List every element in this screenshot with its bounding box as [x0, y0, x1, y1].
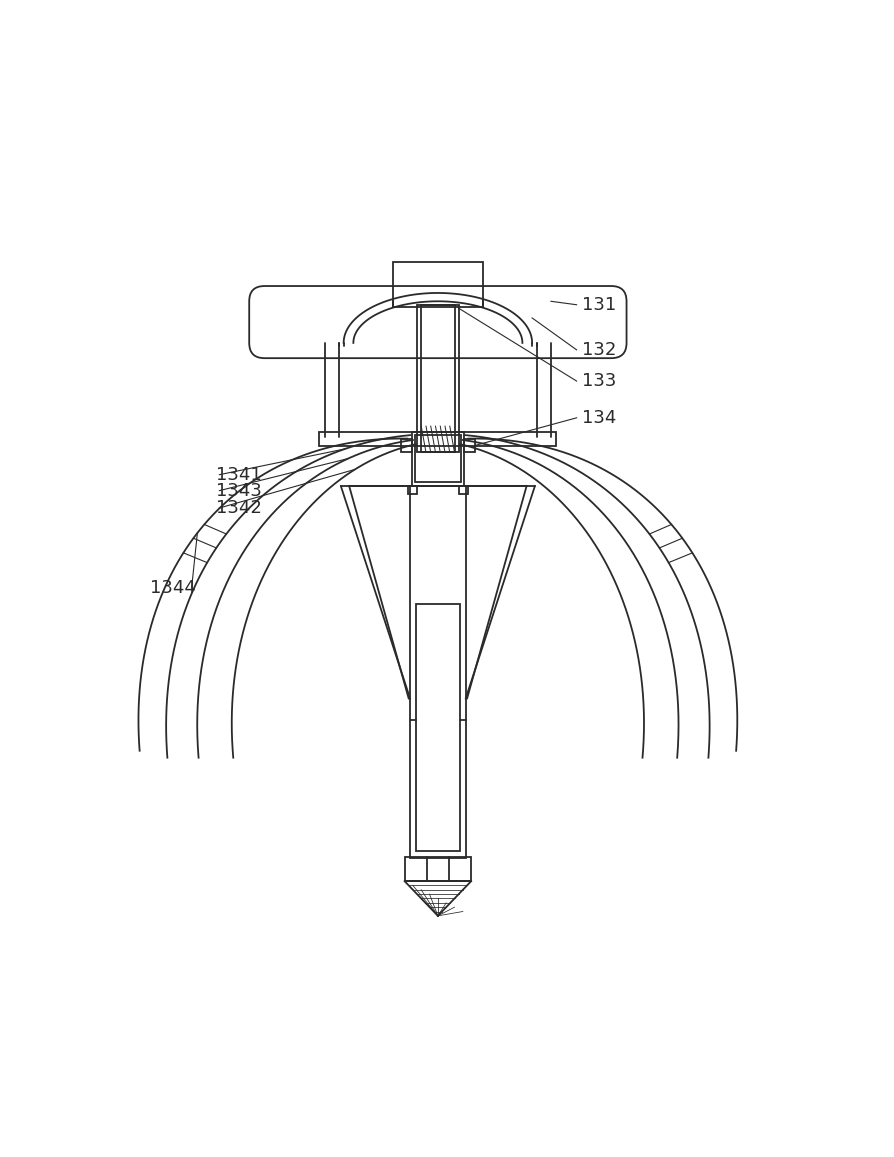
Text: 133: 133	[581, 373, 616, 390]
Text: 131: 131	[581, 296, 616, 314]
Bar	[392, 261, 483, 307]
Text: 132: 132	[581, 341, 616, 359]
Bar	[464, 439, 474, 452]
Bar	[415, 435, 460, 482]
Bar	[401, 439, 411, 452]
Bar	[417, 304, 458, 452]
Text: 1342: 1342	[215, 499, 262, 517]
Bar	[404, 857, 470, 882]
Text: 1341: 1341	[215, 465, 261, 484]
Bar	[415, 604, 460, 852]
Text: 134: 134	[581, 408, 616, 427]
Bar	[420, 304, 455, 452]
Bar	[411, 432, 464, 486]
Text: 1343: 1343	[215, 481, 262, 500]
Bar	[408, 486, 417, 494]
Bar	[319, 432, 556, 445]
Bar	[458, 486, 468, 494]
Text: 1344: 1344	[150, 578, 196, 597]
Bar	[409, 486, 465, 858]
